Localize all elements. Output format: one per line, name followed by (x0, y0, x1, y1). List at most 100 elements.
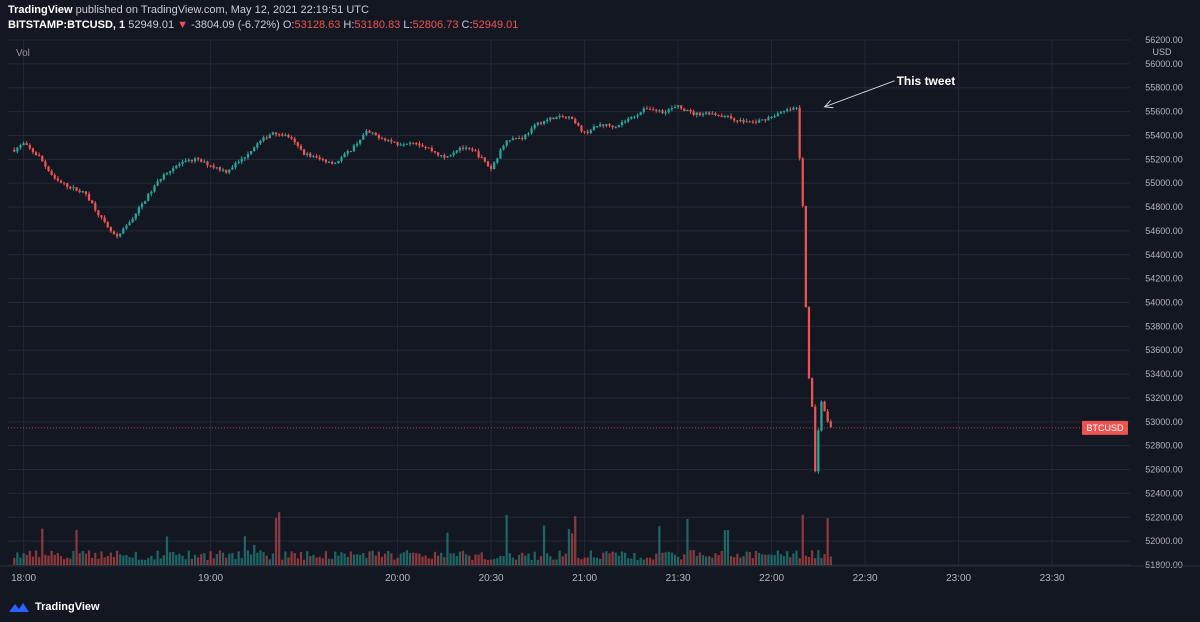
volume-bar (112, 556, 116, 565)
volume-bar (175, 555, 178, 565)
volume-bar (633, 552, 636, 565)
candle-body (617, 125, 620, 128)
volume-bar (218, 550, 222, 565)
candle-body (720, 115, 723, 117)
volume-bar (505, 515, 508, 565)
volume-bar (380, 556, 384, 565)
volume-bar (28, 550, 31, 565)
candle-body (564, 117, 568, 119)
price-change: -3804.09 (-6.72%) (191, 19, 280, 31)
candle-body (499, 149, 502, 159)
candle-body (661, 110, 664, 114)
candle-body (97, 210, 100, 216)
candle-body (436, 152, 440, 156)
candle-body (156, 181, 159, 186)
time-tick-label: 22:00 (759, 573, 784, 584)
candle-body (733, 118, 736, 121)
candle-body (458, 147, 462, 151)
candle-body (147, 193, 150, 202)
symbol-name[interactable]: BITSTAMP:BTCUSD, 1 (8, 19, 126, 31)
candle-body (87, 193, 91, 201)
candle-body (393, 141, 396, 143)
candle-body (246, 153, 250, 158)
volume-bar (511, 557, 515, 565)
volume-bar (399, 553, 402, 565)
volume-bar (820, 557, 823, 565)
candle-body (131, 218, 134, 223)
candle-body (633, 116, 636, 118)
candle-body (408, 142, 412, 144)
candle-body (390, 140, 393, 142)
volume-bar (91, 557, 94, 565)
price-tick-label: 53000.00 (1145, 417, 1183, 427)
candle-body (430, 148, 433, 152)
volume-bar (296, 558, 299, 565)
volume-bar (408, 552, 412, 565)
volume-bar (31, 556, 35, 565)
volume-bar (53, 554, 56, 565)
candle-body (309, 153, 312, 157)
candle-body (175, 165, 178, 169)
candle-body (249, 151, 253, 154)
candle-body (59, 180, 63, 183)
volume-bar (533, 551, 536, 565)
volume-bar (804, 555, 807, 565)
volume-bar (430, 558, 433, 565)
symbol-line: BITSTAMP:BTCUSD, 1 52949.01 ▼ -3804.09 (… (8, 18, 1128, 33)
volume-bar (340, 552, 343, 565)
candle-body (38, 154, 41, 157)
volume-bar (178, 553, 181, 565)
down-arrow-icon: ▼ (177, 19, 189, 31)
time-tick-label: 21:30 (666, 573, 691, 584)
candle-body (433, 151, 437, 153)
price-tag[interactable] (1082, 420, 1128, 435)
candle-body (321, 159, 324, 161)
candle-body (22, 143, 25, 146)
volume-bar (256, 552, 259, 565)
candle-body (595, 126, 599, 128)
candle-body (243, 157, 246, 159)
time-tick-label: 22:30 (853, 573, 878, 584)
publisher-name: TradingView (8, 4, 73, 16)
candle-body (402, 144, 405, 146)
volume-bar (471, 559, 474, 565)
volume-bar (309, 556, 312, 565)
candle-body (676, 105, 680, 108)
volume-bar (592, 557, 596, 565)
candle-body (527, 133, 530, 135)
volume-bar (306, 551, 309, 565)
footer-brand[interactable]: TradingView (8, 598, 100, 616)
annotation-arrow (824, 80, 895, 108)
volume-bar (745, 551, 748, 565)
volume-bar (717, 555, 720, 565)
volume-bar (140, 559, 144, 565)
candle-body (589, 130, 592, 133)
volume-bar (106, 555, 109, 565)
volume-bar (599, 558, 602, 565)
candle-body (810, 378, 814, 407)
volume-bar (75, 529, 78, 565)
candle-body (212, 165, 215, 168)
volume-bar (814, 558, 817, 565)
candle-body (773, 116, 776, 118)
candle-body (47, 166, 50, 171)
volume-bar (499, 555, 502, 565)
volume-bar (465, 554, 468, 565)
candle-body (334, 163, 337, 165)
candle-body (670, 108, 673, 110)
volume-bar (667, 551, 670, 565)
candle-body (570, 116, 574, 120)
candle-body (555, 116, 558, 120)
candle-body (486, 161, 490, 166)
publish-line: TradingView published on TradingView.com… (8, 3, 1128, 18)
candle-body (505, 140, 508, 146)
volume-bars (13, 512, 832, 565)
volume-bar (193, 554, 197, 565)
candle-body (795, 107, 798, 109)
volume-bar (97, 558, 100, 565)
time-tick-label: 20:30 (479, 573, 504, 584)
candle-body (502, 145, 505, 150)
volume-bar (443, 557, 446, 565)
candle-body (443, 155, 446, 158)
